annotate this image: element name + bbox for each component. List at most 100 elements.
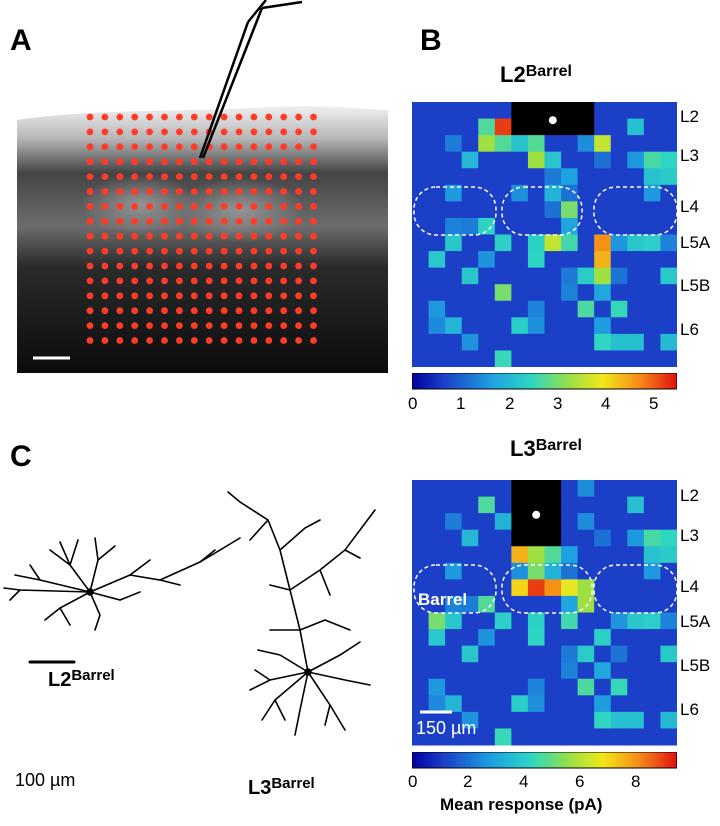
- map-cell: [594, 496, 612, 514]
- stim-point: [176, 262, 183, 270]
- stim-point: [161, 322, 168, 329]
- panel-a-slice-image: [17, 0, 388, 374]
- map-cell: [445, 300, 463, 318]
- stim-point: [190, 188, 198, 195]
- stim-point: [116, 307, 124, 315]
- stimulation-grid: [86, 113, 317, 344]
- map-cell: [445, 546, 463, 564]
- map-cell: [627, 612, 645, 630]
- stim-point: [131, 307, 139, 315]
- stim-point: [310, 128, 317, 136]
- map-cell: [461, 513, 479, 531]
- stim-point: [86, 262, 94, 270]
- map-cell: [461, 595, 479, 613]
- map-cell: [494, 135, 512, 153]
- stim-point: [310, 322, 317, 329]
- panel-c-title: L3Barrel: [510, 436, 582, 461]
- stim-point: [116, 128, 124, 136]
- map-cell: [577, 201, 595, 219]
- stim-point: [235, 173, 243, 181]
- map-cell: [527, 168, 545, 186]
- stim-point: [280, 232, 288, 240]
- panel-c-barrel-label: Barrel: [418, 590, 468, 609]
- map-cell: [627, 350, 645, 367]
- map-cell: [527, 267, 545, 285]
- map-cell: [643, 711, 661, 729]
- map-cell: [445, 645, 463, 663]
- map-cell: [461, 168, 479, 186]
- map-cell: [627, 529, 645, 547]
- map-cell: [494, 562, 512, 580]
- map-cell: [610, 595, 628, 613]
- map-cell: [643, 496, 661, 514]
- map-cell: [428, 267, 446, 285]
- map-cell: [478, 546, 496, 564]
- map-cell: [412, 579, 430, 597]
- map-cell: [428, 562, 446, 580]
- panel-b-layer-labels: L2 L3 L4 L5A L5B L6: [680, 102, 720, 367]
- stim-point: [250, 322, 258, 329]
- map-cell: [627, 496, 645, 514]
- map-cell: [412, 546, 430, 564]
- stim-point: [190, 158, 198, 166]
- map-cell: [610, 234, 628, 252]
- map-cell: [527, 480, 545, 498]
- map-cell: [478, 217, 496, 235]
- stim-point: [295, 277, 302, 285]
- stim-point: [176, 188, 183, 195]
- map-cell: [412, 480, 430, 498]
- stim-point: [131, 247, 139, 255]
- stim-point: [146, 337, 154, 344]
- map-cell: [478, 251, 496, 269]
- map-cell: [412, 629, 430, 647]
- stim-point: [205, 188, 213, 195]
- map-cell: [561, 562, 579, 580]
- map-cell: [594, 168, 612, 186]
- stim-point: [295, 188, 302, 195]
- stim-point: [131, 188, 139, 195]
- stim-point: [205, 322, 213, 329]
- map-cell: [544, 267, 562, 285]
- panel-a-scalebar-label: 300 µm: [25, 371, 86, 391]
- map-cell: [461, 546, 479, 564]
- panel-c-colorbar: [412, 752, 677, 769]
- map-cell: [527, 317, 545, 335]
- map-cell: [660, 300, 677, 318]
- stim-point: [205, 158, 213, 166]
- colorbar-tick: 3: [553, 394, 563, 413]
- stim-point: [101, 203, 109, 210]
- map-cell: [461, 562, 479, 580]
- stim-point: [131, 203, 139, 210]
- map-cell: [478, 201, 496, 219]
- map-cell: [660, 513, 677, 531]
- map-cell: [428, 135, 446, 153]
- map-cell: [594, 135, 612, 153]
- stim-point: [190, 322, 198, 329]
- map-cell: [643, 333, 661, 351]
- map-cell: [445, 579, 463, 597]
- map-cell: [428, 300, 446, 318]
- map-cell: [660, 234, 677, 252]
- stim-point: [235, 188, 243, 195]
- map-cell: [494, 678, 512, 696]
- map-cell: [494, 728, 512, 746]
- map-cell: [544, 579, 562, 597]
- map-cell: [428, 168, 446, 186]
- map-cell: [428, 529, 446, 547]
- stim-point: [295, 217, 302, 225]
- stim-point: [220, 247, 228, 255]
- map-cell: [577, 645, 595, 663]
- stim-point: [280, 292, 288, 300]
- map-cell: [527, 496, 545, 514]
- stim-point: [235, 277, 243, 285]
- stim-point: [235, 337, 243, 344]
- map-cell: [643, 612, 661, 630]
- map-cell: [511, 728, 529, 746]
- map-cell: [511, 234, 529, 252]
- map-cell: [561, 251, 579, 269]
- map-cell: [594, 645, 612, 663]
- map-cell: [527, 217, 545, 235]
- stim-point: [220, 217, 228, 225]
- stim-point: [161, 277, 168, 285]
- map-cell: [511, 201, 529, 219]
